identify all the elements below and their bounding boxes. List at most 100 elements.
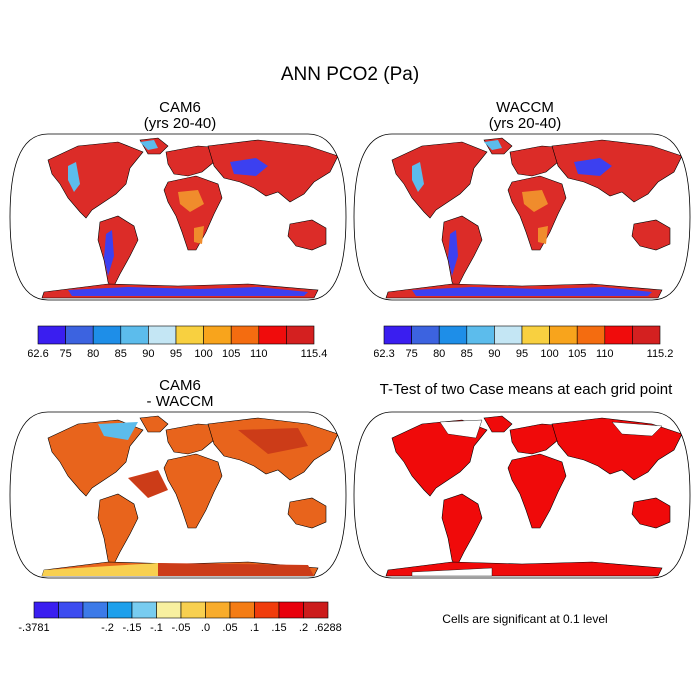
landmass-au: [631, 219, 671, 251]
map-waccm: [353, 133, 691, 301]
colorbar-tick-label: .15: [271, 622, 286, 634]
colorbar-tick-label: 95: [516, 348, 528, 358]
landmass-eu: [165, 145, 223, 177]
colorbar-swatch: [549, 325, 578, 345]
colorbar-swatch: [411, 325, 440, 345]
landmass-eu: [165, 423, 223, 455]
map-cam6: [9, 133, 347, 301]
landmass-au: [287, 219, 327, 251]
field-region-5: [178, 190, 204, 212]
field-region-6: [538, 226, 548, 244]
colorbar-swatch: [148, 325, 177, 345]
field-region-5: [522, 190, 548, 212]
colorbar-tick-label: 75: [405, 348, 417, 358]
colorbar-tick-label: -.1: [150, 622, 163, 634]
colorbar-tick-label: -.05: [172, 622, 191, 634]
colorbar-swatch: [286, 325, 315, 345]
landmass-na: [391, 141, 488, 219]
panel-2-title-line1: WACCM: [496, 99, 554, 116]
map-frame: [9, 133, 347, 301]
colorbar-swatch: [383, 325, 412, 345]
colorbar-swatch: [604, 325, 633, 345]
panel-3-title-line2: - WACCM: [146, 393, 214, 410]
field-region-3: [140, 140, 158, 150]
colorbar-swatch: [33, 601, 59, 619]
colorbar-swatch: [278, 601, 304, 619]
colorbar-swatch: [205, 601, 231, 619]
panel-3-title: CAM6 - WACCM: [60, 378, 300, 410]
landmass-sa: [97, 493, 139, 569]
colorbar-tick-label: .05: [222, 622, 237, 634]
colorbar-swatch: [254, 601, 280, 619]
colorbar-swatch: [203, 325, 232, 345]
colorbar-swatch: [180, 601, 206, 619]
field-region-0: [230, 158, 268, 176]
colorbar-difference: -.3781 -.2 -.15 -.1 -.05 .0 .05 .1 .15 .2 .6288: [18, 601, 342, 634]
colorbar-tick-label: 100: [540, 348, 558, 358]
landmass-eu: [509, 145, 567, 177]
field-region-6: [194, 226, 204, 244]
colorbar-swatch: [303, 601, 329, 619]
colorbar-tick-label: 115.2: [647, 348, 674, 358]
colorbar-swatch: [107, 601, 133, 619]
colorbar-tick-label: .1: [250, 622, 259, 634]
colorbar-tick-label: 110: [250, 348, 268, 358]
colorbar-tick-label: 80: [433, 348, 445, 358]
landmass-au: [287, 497, 327, 529]
map-land: [41, 137, 339, 299]
significance-note: Cells are significant at 0.1 level: [442, 612, 608, 626]
colorbar-tick-label: -.3781: [18, 622, 49, 634]
colorbar-tick-label: 85: [115, 348, 127, 358]
colorbar-tick-label: 85: [461, 348, 473, 358]
landmass-sa: [441, 215, 483, 291]
colorbar-tick-label: 90: [142, 348, 154, 358]
colorbar-swatch: [494, 325, 523, 345]
map-land: [385, 137, 683, 299]
field-region-1: [104, 230, 114, 276]
colorbar-tick-label: 62.6: [28, 348, 49, 358]
landmass-gr: [139, 415, 169, 433]
colorbar-tick-label: .0: [201, 622, 210, 634]
landmass-au: [631, 497, 671, 529]
colorbar-tick-label: 105: [568, 348, 586, 358]
field-region-2: [412, 162, 424, 192]
landmass-as: [551, 139, 683, 203]
map-ttest: [353, 411, 691, 579]
panel-1-title: CAM6 (yrs 20-40): [60, 100, 300, 132]
not-significant-region-2: [411, 567, 493, 577]
colorbar-tick-label: 90: [488, 348, 500, 358]
colorbar-swatch: [37, 325, 66, 345]
diff-region-1: [238, 428, 308, 454]
colorbar-tick-label: -.2: [101, 622, 114, 634]
colorbar-tick-label: 100: [194, 348, 212, 358]
colorbar-swatch: [131, 601, 157, 619]
colorbar-tick-label: 110: [596, 348, 614, 358]
field-region-4: [412, 287, 652, 296]
colorbar-tick-label: 105: [222, 348, 240, 358]
colorbar-swatch: [175, 325, 204, 345]
landmass-af: [163, 453, 223, 529]
colorbar-cam6: 62.6 75 80 85 90 95 100 105 110 115.4: [28, 325, 327, 358]
figure-title: ANN PCO2 (Pa): [280, 64, 420, 85]
landmass-na: [47, 141, 144, 219]
colorbar-swatch: [120, 325, 149, 345]
landmass-sa: [441, 493, 483, 569]
panel-2-title-line2: (yrs 20-40): [488, 115, 562, 132]
map-land: [41, 415, 339, 577]
landmass-sa: [97, 215, 139, 291]
field-region-4: [68, 287, 308, 296]
landmass-as: [207, 139, 339, 203]
landmass-eu: [509, 423, 567, 455]
colorbar-swatch: [521, 325, 550, 345]
panel-1-title-line2: (yrs 20-40): [143, 115, 217, 132]
diff-region-2: [158, 563, 314, 576]
colorbar-swatch: [230, 325, 260, 345]
colorbar-swatch: [82, 601, 108, 619]
map-difference: [9, 411, 347, 579]
colorbar-tick-label: -.15: [123, 622, 142, 634]
landmass-af: [507, 453, 567, 529]
colorbar-swatch: [156, 601, 182, 619]
colorbar-tick-label: .2: [299, 622, 308, 634]
map-frame: [353, 411, 691, 579]
map-frame: [9, 411, 347, 579]
